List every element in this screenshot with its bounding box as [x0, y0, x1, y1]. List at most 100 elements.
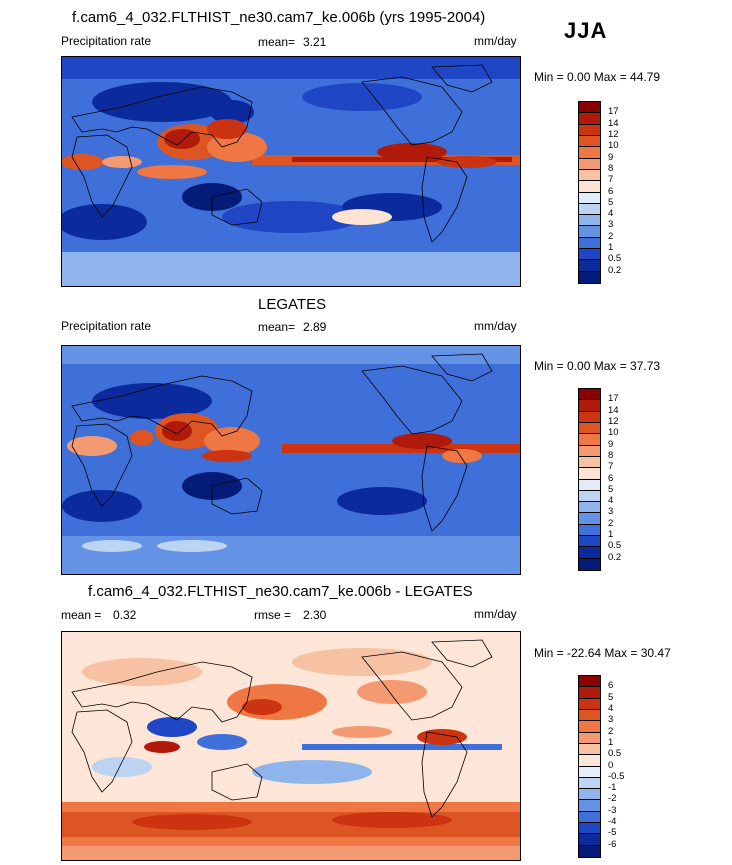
panel2-minmax: Min = 0.00 Max = 37.73: [534, 359, 661, 373]
colorbar-tick-label: 0: [608, 759, 614, 771]
colorbar-tick-label: 8: [608, 449, 614, 461]
colorbar-tick-label: 14: [608, 117, 619, 129]
panel3-mean-value: 0.32: [113, 608, 137, 622]
colorbar-tick-label: -5: [608, 827, 617, 839]
colorbar-swatch: [579, 479, 600, 491]
colorbar-swatch: [579, 203, 600, 216]
colorbar-tick-label: 0.5: [608, 748, 622, 760]
colorbar-tick-label: 1: [608, 242, 614, 254]
colorbar-tick-label: 1: [608, 529, 614, 541]
colorbar-tick-label: 4: [608, 208, 614, 220]
panel2-variable-label: Precipitation rate: [61, 319, 152, 333]
panel3-title: f.cam6_4_032.FLTHIST_ne30.cam7_ke.006b -…: [88, 583, 473, 600]
colorbar-tick-label: 17: [608, 393, 619, 405]
panel1-units: mm/day: [474, 34, 517, 48]
colorbar-tick-label: 2: [608, 230, 614, 242]
colorbar-swatch: [579, 676, 600, 688]
colorbar-tick-label: 0.2: [608, 551, 622, 563]
colorbar-tick-label: 7: [608, 174, 614, 186]
colorbar-tick-label: 5: [608, 196, 614, 208]
colorbar-swatch: [579, 422, 600, 435]
colorbar-swatch: [579, 811, 600, 824]
colorbar-tick-label: 8: [608, 162, 614, 174]
colorbar-tick-label: 5: [608, 483, 614, 495]
colorbar-swatch: [579, 834, 600, 846]
colorbar-tick-label: 9: [608, 438, 614, 450]
colorbar-tick-label: 10: [608, 140, 619, 152]
colorbar-swatch: [579, 766, 600, 778]
panel3-rmse-label: rmse =: [254, 608, 292, 622]
colorbar-swatch: [579, 181, 600, 193]
colorbar-swatch: [579, 777, 600, 790]
colorbar-swatch: [579, 260, 600, 272]
colorbar-swatch: [579, 709, 600, 722]
colorbar-tick-label: 3: [608, 219, 614, 231]
colorbar-swatch: [579, 558, 600, 570]
colorbar-swatch: [579, 102, 600, 114]
colorbar-swatch: [579, 411, 600, 423]
season-label: JJA: [564, 18, 608, 43]
colorbar-swatch: [579, 698, 600, 710]
colorbar-tick-label: 3: [608, 714, 614, 726]
colorbar-swatch: [579, 226, 600, 238]
colorbar-swatch: [579, 823, 600, 835]
colorbar-swatch: [579, 389, 600, 401]
colorbar-swatch: [579, 800, 600, 812]
panel1-variable-label: Precipitation rate: [61, 34, 152, 48]
colorbar-swatch: [579, 169, 600, 182]
colorbar-tick-label: 4: [608, 495, 614, 507]
colorbar-swatch: [579, 456, 600, 469]
panel2-colorbar: [578, 388, 601, 571]
panel1-mean-label: mean=: [258, 35, 296, 49]
colorbar-tick-label: -1: [608, 782, 617, 794]
colorbar-swatch: [579, 755, 600, 767]
panel1-minmax: Min = 0.00 Max = 44.79: [534, 70, 661, 84]
colorbar-swatch: [579, 113, 600, 125]
colorbar-swatch: [579, 192, 600, 204]
colorbar-tick-label: 3: [608, 506, 614, 518]
colorbar-tick-label: 17: [608, 106, 619, 118]
colorbar-tick-label: 12: [608, 415, 619, 427]
colorbar-tick-label: 12: [608, 128, 619, 140]
colorbar-tick-label: 7: [608, 461, 614, 473]
colorbar-swatch: [579, 237, 600, 250]
colorbar-tick-label: 9: [608, 151, 614, 163]
colorbar-swatch: [579, 468, 600, 480]
colorbar-swatch: [579, 124, 600, 136]
colorbar-swatch: [579, 147, 600, 159]
panel1-title: f.cam6_4_032.FLTHIST_ne30.cam7_ke.006b (…: [72, 9, 486, 26]
colorbar-swatch: [579, 434, 600, 446]
colorbar-swatch: [579, 721, 600, 733]
colorbar-swatch: [579, 513, 600, 525]
colorbar-tick-label: 1: [608, 736, 614, 748]
colorbar-tick-label: 6: [608, 472, 614, 484]
colorbar-swatch: [579, 536, 600, 548]
panel1-map: [61, 56, 521, 287]
colorbar-swatch: [579, 524, 600, 537]
colorbar-tick-label: -3: [608, 804, 617, 816]
colorbar-tick-label: 6: [608, 680, 614, 692]
colorbar-tick-label: -6: [608, 838, 617, 850]
panel2-mean-value: 2.89: [303, 320, 327, 334]
colorbar-tick-label: -0.5: [608, 770, 625, 782]
panel2-mean-label: mean=: [258, 320, 296, 334]
colorbar-swatch: [579, 502, 600, 514]
panel3-rmse-value: 2.30: [303, 608, 327, 622]
colorbar-tick-label: -4: [608, 816, 617, 828]
panel2-map: [61, 345, 521, 575]
colorbar-swatch: [579, 687, 600, 699]
colorbar-tick-label: 0.5: [608, 540, 622, 552]
colorbar-tick-label: 0.5: [608, 253, 622, 265]
panel3-map: [61, 631, 521, 861]
colorbar-swatch: [579, 158, 600, 170]
colorbar-tick-label: 0.2: [608, 264, 622, 276]
colorbar-tick-label: 2: [608, 517, 614, 529]
colorbar-swatch: [579, 490, 600, 503]
colorbar-tick-label: 5: [608, 691, 614, 703]
colorbar-swatch: [579, 215, 600, 227]
panel3-mean-label: mean =: [61, 608, 102, 622]
colorbar-tick-label: 2: [608, 725, 614, 737]
colorbar-swatch: [579, 732, 600, 744]
panel1-colorbar: [578, 101, 601, 284]
colorbar-swatch: [579, 743, 600, 756]
